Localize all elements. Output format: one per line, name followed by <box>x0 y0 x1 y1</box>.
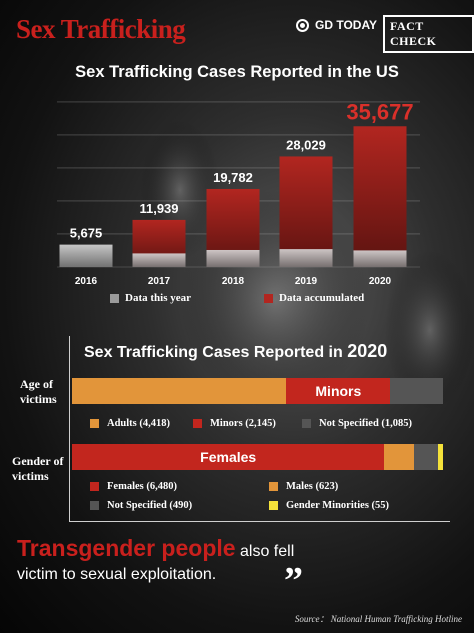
tick-label-2017: 2017 <box>148 276 171 287</box>
segment-gender-minorities <box>438 444 443 470</box>
legend-label: Not Specified (490) <box>107 500 193 511</box>
legend-label: Gender Minorities (55) <box>286 500 390 511</box>
legend-swatch-accumulated <box>264 293 273 303</box>
legend-item-this-year: Data this year <box>110 292 191 304</box>
logo-text: GD TODAY <box>315 18 378 32</box>
chart1-bar-chart: 5,675 2016 11,939 2017 19,782 2018 28,029 20… <box>57 99 420 287</box>
data-label-2019: 28,029 <box>286 137 326 152</box>
chart2-title-text: Sex Trafficking Cases Reported in <box>84 344 343 361</box>
segment-minors: Minors <box>286 378 391 404</box>
legend-swatch <box>269 482 278 491</box>
legend-label: Adults (4,418) <box>107 418 171 429</box>
transgender-highlight: Transgender people <box>17 535 236 561</box>
chart1-title: Sex Trafficking Cases Reported in the US <box>75 63 399 81</box>
bar-this-year-2019 <box>279 249 333 267</box>
legend-item-not-specified: Not Specified (1,085) <box>302 418 412 429</box>
data-label-2020: 35,677 <box>346 99 413 124</box>
stacked-bar-age: Minors <box>72 378 443 404</box>
chart2-title: Sex Trafficking Cases Reported in 2020 <box>84 341 387 362</box>
legend-swatch <box>90 482 99 491</box>
statement-line2: victim to sexual exploitation. <box>17 566 217 583</box>
segment-not-specified <box>390 378 443 404</box>
segment-adults <box>72 378 287 404</box>
bar-accumulated-2019 <box>279 156 333 267</box>
bar-this-year-2018 <box>206 249 260 267</box>
stacked-bar-gender: Females <box>72 444 443 470</box>
transgender-statement: Transgender people also fell <box>17 535 294 562</box>
legend-item-minors: Minors (2,145) <box>193 418 276 429</box>
tick-label-2018: 2018 <box>222 276 245 287</box>
legend-label: Minors (2,145) <box>210 418 276 429</box>
segment-females: Females <box>72 444 385 470</box>
legend-item-adults: Adults (4,418) <box>90 418 170 429</box>
legend-label-this-year: Data this year <box>125 292 191 304</box>
legend-item-gender-minorities: Gender Minorities (55) <box>269 500 389 511</box>
legend-item-accumulated: Data accumulated <box>264 292 364 304</box>
gd-today-logo: GD TODAY <box>296 18 377 32</box>
tick-label-2020: 2020 <box>369 276 392 287</box>
quote-icon: ” <box>284 560 303 602</box>
statement-line1-rest: also fell <box>235 543 295 560</box>
legend-label: Not Specified (1,085) <box>319 418 413 429</box>
row-label-gender: Gender of victims <box>12 454 64 483</box>
segment-males <box>384 444 415 470</box>
legend-swatch <box>90 419 99 428</box>
segment-label: Minors <box>315 383 362 399</box>
legend-swatch-this-year <box>110 293 119 303</box>
gd-today-icon <box>296 18 309 32</box>
chart2-title-year: 2020 <box>347 341 388 361</box>
legend-label: Females (6,480) <box>107 481 177 492</box>
legend-item-females: Females (6,480) <box>90 481 177 492</box>
legend-swatch <box>90 501 99 510</box>
legend-item-not-specified: Not Specified (490) <box>90 500 192 511</box>
data-label-2016: 5,675 <box>70 226 103 241</box>
source-note: Source： National Human Trafficking Hotli… <box>294 614 462 624</box>
segment-not-specified <box>414 444 439 470</box>
fact-check-badge: FACT CHECK <box>383 15 474 53</box>
legend-swatch <box>269 501 278 510</box>
chart2-panel <box>69 336 450 522</box>
legend-label-accumulated: Data accumulated <box>279 292 365 304</box>
bar-this-year-2016 <box>59 244 113 267</box>
tick-label-2016: 2016 <box>75 276 98 287</box>
row-label-age: Age of victims <box>20 377 57 406</box>
legend-label: Males (623) <box>286 481 339 492</box>
tick-label-2019: 2019 <box>295 276 318 287</box>
segment-label: Females <box>200 449 257 465</box>
legend-item-males: Males (623) <box>269 481 338 492</box>
legend-swatch <box>193 419 202 428</box>
bar-this-year-2017 <box>132 253 186 267</box>
bar-this-year-2020 <box>353 250 407 267</box>
brand-title: Sex Trafficking <box>16 14 186 44</box>
data-label-2018: 19,782 <box>213 170 253 185</box>
bar-accumulated-2020 <box>353 126 407 268</box>
data-label-2017: 11,939 <box>139 201 178 216</box>
legend-swatch <box>302 419 311 428</box>
